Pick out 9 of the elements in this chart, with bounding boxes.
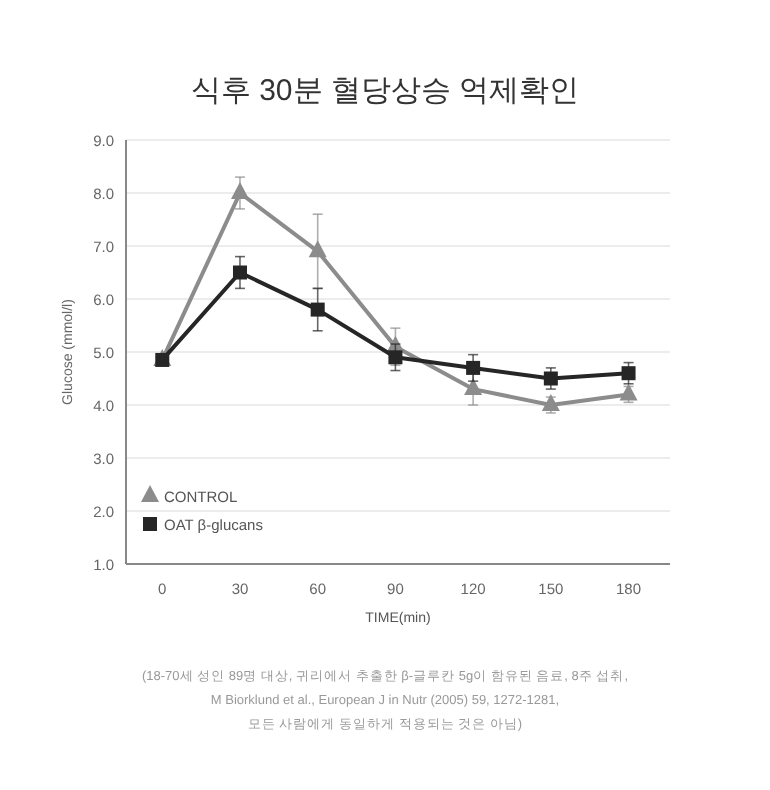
point bbox=[232, 265, 247, 280]
chart-title: 식후 30분 혈당상승 억제확인 bbox=[190, 74, 580, 108]
point bbox=[541, 394, 560, 411]
point bbox=[310, 302, 325, 317]
point bbox=[230, 182, 249, 199]
point bbox=[543, 371, 558, 386]
point bbox=[308, 240, 327, 258]
point bbox=[621, 366, 636, 381]
point bbox=[466, 360, 481, 375]
